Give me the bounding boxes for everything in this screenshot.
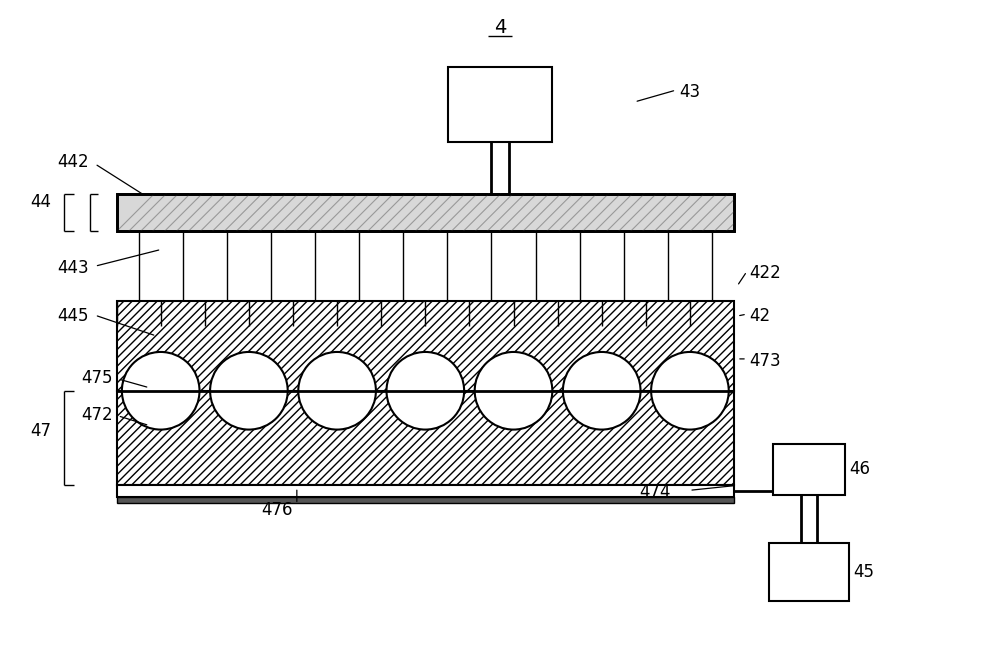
Bar [117, 194, 734, 231]
Circle shape [563, 352, 641, 429]
Bar [117, 194, 734, 231]
Text: 46: 46 [850, 460, 871, 478]
Text: 443: 443 [57, 259, 88, 277]
Text: 43: 43 [679, 83, 700, 101]
Text: 42: 42 [749, 307, 770, 325]
Text: 445: 445 [57, 307, 88, 325]
Text: 422: 422 [749, 264, 781, 282]
Circle shape [298, 352, 376, 429]
Text: 472: 472 [82, 406, 113, 423]
Text: 476: 476 [261, 501, 292, 519]
Circle shape [475, 352, 552, 429]
Text: 475: 475 [82, 369, 113, 386]
Bar [117, 391, 734, 485]
Text: 473: 473 [749, 352, 781, 370]
Circle shape [122, 352, 200, 429]
Text: 442: 442 [57, 153, 88, 170]
Bar [773, 444, 845, 495]
Text: 45: 45 [854, 563, 875, 581]
Text: 47: 47 [30, 421, 51, 440]
Bar [117, 485, 734, 497]
Circle shape [210, 352, 288, 429]
Text: 474: 474 [639, 483, 671, 501]
Bar [117, 301, 734, 391]
Bar [117, 497, 734, 503]
Bar [769, 543, 849, 601]
Text: 4: 4 [494, 17, 506, 37]
Circle shape [387, 352, 464, 429]
Bar [448, 67, 552, 142]
Text: 44: 44 [30, 193, 51, 211]
Circle shape [651, 352, 729, 429]
